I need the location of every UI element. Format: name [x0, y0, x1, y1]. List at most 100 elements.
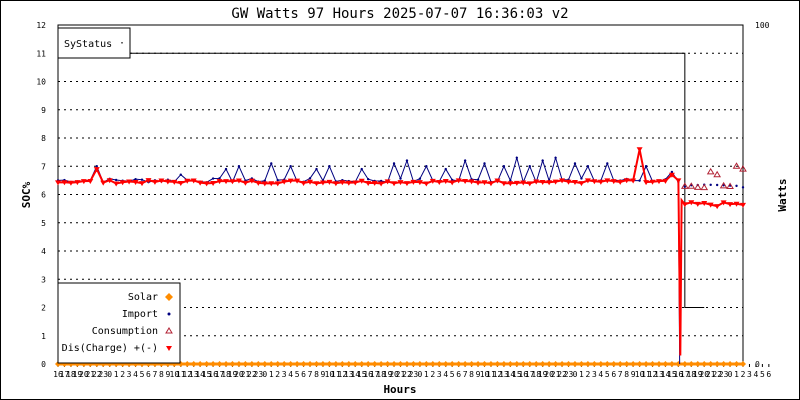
series-solar-point	[604, 361, 611, 367]
series-solar-point	[494, 361, 501, 367]
series-solar-point	[274, 361, 281, 367]
x-tick-label: 16	[208, 370, 218, 379]
series-import-point	[606, 162, 609, 165]
series-discharge-point	[106, 178, 113, 184]
series-import-point	[211, 177, 215, 180]
x-tick-label: 18	[221, 370, 231, 379]
series-discharge-point	[80, 179, 87, 185]
series-solar-point	[578, 361, 585, 367]
series-discharge-point	[268, 181, 275, 187]
series-discharge-point	[539, 179, 546, 185]
x-tick-label: 14	[195, 370, 205, 379]
x-tick-label: 1	[424, 370, 429, 379]
series-solar-point	[714, 361, 721, 367]
x-tick-label: 5	[295, 370, 300, 379]
series-solar-point	[707, 361, 714, 367]
series-discharge-point	[675, 178, 682, 184]
series-discharge-point	[733, 201, 740, 207]
series-discharge-point	[494, 178, 501, 184]
series-solar-point	[688, 361, 695, 367]
series-discharge-point	[597, 179, 604, 185]
series-discharge-point	[617, 179, 624, 185]
series-discharge-point	[403, 181, 410, 187]
series-solar-point	[326, 361, 333, 367]
series-import-point	[735, 184, 738, 188]
series-import-point	[328, 165, 331, 168]
x-tick-label: 2	[430, 370, 435, 379]
series-solar-point	[332, 361, 339, 367]
series-discharge-point	[100, 180, 107, 186]
series-discharge-point	[352, 180, 359, 186]
y-right-tick-label: 0	[755, 360, 760, 369]
series-consumption-point	[732, 162, 741, 169]
series-discharge-point	[119, 180, 126, 186]
legend: Solar Import Consumption Dis(Charge) +(-)	[57, 282, 181, 364]
x-tick-label: 17	[525, 370, 535, 379]
x-tick-label: 16	[363, 370, 373, 379]
series-consumption-point	[713, 170, 722, 178]
x-tick-label: 19	[383, 370, 393, 379]
series-discharge-point	[571, 180, 578, 186]
y-left-tick-label: 2	[41, 304, 46, 313]
series-solar-point	[591, 361, 598, 367]
legend-item-label: Solar	[128, 292, 158, 303]
series-solar-point	[720, 361, 727, 367]
legend-consumption-marker	[165, 327, 173, 334]
series-import-point	[392, 162, 396, 165]
series-discharge-point	[332, 181, 339, 187]
legend-systatus-label: SyStatus	[64, 39, 112, 50]
legend-solar-marker	[165, 293, 173, 301]
series-discharge-point	[559, 178, 566, 184]
series-import-point	[463, 159, 467, 162]
series-solar-point	[733, 361, 740, 367]
y-left-tick-label: 8	[41, 134, 46, 143]
x-tick-label: 0	[728, 370, 733, 379]
series-layer	[55, 52, 747, 367]
series-discharge-point	[604, 178, 611, 184]
series-discharge-point	[701, 200, 708, 206]
series-solar-point	[668, 361, 675, 367]
series-import-point	[670, 170, 674, 174]
x-tick-label: 5	[450, 370, 455, 379]
series-import-point	[366, 178, 370, 181]
series-discharge-point	[455, 178, 462, 184]
series-import-point	[476, 178, 480, 181]
series-discharge-point	[546, 180, 553, 186]
series-solar-point	[416, 361, 423, 367]
x-tick-label: 15	[357, 370, 367, 379]
series-discharge-point	[688, 200, 695, 206]
x-tick-label: 12	[493, 370, 503, 379]
series-discharge-point	[164, 179, 171, 185]
y-right-tick-label: 100	[755, 21, 770, 30]
series-solar-point	[319, 361, 326, 367]
series-solar-point	[197, 361, 204, 367]
y-left-tick-label: 12	[36, 21, 46, 30]
series-import-point	[315, 167, 318, 171]
x-tick-label: 15	[667, 370, 677, 379]
series-discharge-point	[462, 179, 469, 185]
series-consumption-point	[700, 183, 709, 191]
x-tick-label: 1	[579, 370, 584, 379]
x-tick-label: 8	[469, 370, 474, 379]
x-axis-label: Hours	[383, 383, 416, 396]
series-solar-point	[384, 361, 391, 367]
series-discharge-point	[223, 179, 230, 185]
chart-title: GW Watts 97 Hours 2025-07-07 16:36:03 v2	[231, 6, 568, 22]
x-tick-label: 23	[719, 370, 729, 379]
x-tick-label: 19	[73, 370, 83, 379]
x-tick-label: 10	[170, 370, 180, 379]
series-solar-point	[449, 361, 456, 367]
series-solar-point	[675, 361, 682, 367]
series-import-point	[289, 165, 292, 168]
series-discharge-point	[229, 179, 236, 185]
series-discharge-point	[145, 178, 152, 184]
series-discharge-point	[636, 147, 643, 153]
y-axis-left-label: SOC%	[20, 181, 33, 208]
x-tick-label: 3	[282, 370, 287, 379]
series-solar-point	[429, 361, 436, 367]
series-import-point	[308, 177, 312, 180]
series-import-point	[224, 167, 228, 171]
series-discharge-point	[132, 179, 139, 185]
series-solar-point	[468, 361, 475, 367]
legend-systatus-marker: ·	[119, 38, 125, 49]
